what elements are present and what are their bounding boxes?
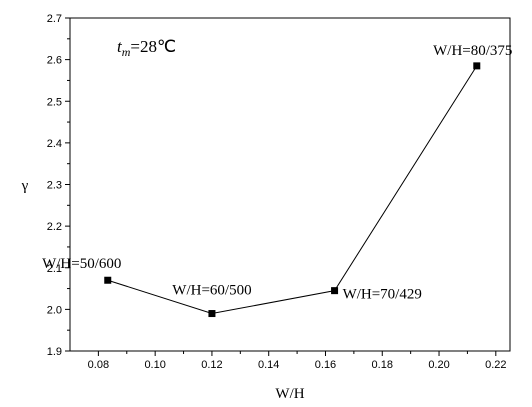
data-point <box>208 310 216 318</box>
y-tick-label: 2.1 <box>47 263 62 275</box>
x-tick-label: 0.22 <box>485 359 506 371</box>
x-tick-label: 0.14 <box>258 359 279 371</box>
data-point <box>331 287 339 295</box>
x-axis-ticks: 0.08 0.10 0.12 0.14 0.16 0.18 0.20 0.22 <box>88 351 507 371</box>
temperature-annotation: tm=28℃ <box>117 37 176 59</box>
point-label: W/H=70/429 <box>343 287 422 303</box>
y-tick-label: 2.4 <box>47 138 62 150</box>
x-tick-label: 0.18 <box>372 359 393 371</box>
x-tick-label: 0.08 <box>88 359 109 371</box>
data-series: W/H=50/600 W/H=60/500 W/H=70/429 W/H=80/375 <box>42 43 512 318</box>
y-axis-title: γ <box>21 178 29 194</box>
y-tick-label: 2.5 <box>47 96 62 108</box>
y-tick-label: 2.7 <box>47 13 62 25</box>
x-tick-label: 0.10 <box>144 359 165 371</box>
plot-frame <box>69 17 511 352</box>
y-axis-ticks: 1.9 2.0 2.1 2.2 2.3 2.4 2.5 2.6 2.7 <box>47 13 70 358</box>
annotation-t: t <box>117 37 123 56</box>
x-tick-label: 0.12 <box>201 359 222 371</box>
series-line <box>107 65 478 315</box>
point-label: W/H=60/500 <box>172 283 251 299</box>
data-point <box>473 62 481 70</box>
y-tick-label: 2.2 <box>47 221 62 233</box>
y-tick-label: 2.0 <box>47 304 62 316</box>
x-tick-label: 0.20 <box>428 359 449 371</box>
data-point <box>104 276 112 284</box>
y-tick-label: 2.3 <box>47 180 62 192</box>
annotation-value: =28℃ <box>130 37 176 56</box>
point-label: W/H=80/375 <box>433 43 512 59</box>
x-tick-label: 0.16 <box>315 359 336 371</box>
x-axis-title: W/H <box>275 386 304 402</box>
annotation-m: m <box>122 45 131 59</box>
y-tick-label: 2.6 <box>47 55 62 67</box>
point-label: W/H=50/600 <box>42 256 121 272</box>
y-tick-label: 1.9 <box>47 346 62 358</box>
